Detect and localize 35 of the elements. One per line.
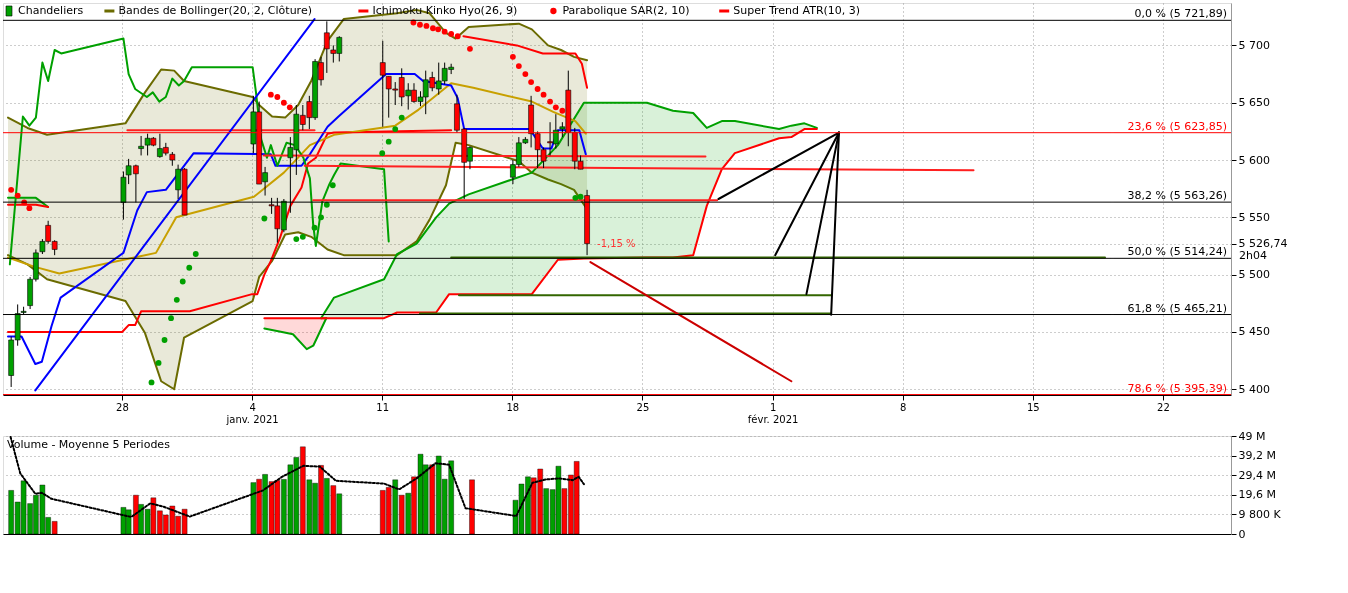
y-tick-label: 0 <box>1238 527 1246 541</box>
annotation: -1,15 % <box>597 237 636 249</box>
y-tick-label: 9 800 K <box>1238 507 1282 521</box>
ref-line-label: 50,0 % (5 514,24) <box>1127 245 1227 259</box>
legend-label: Chandeliers <box>18 4 84 17</box>
x-tick-label: 4 janv. 2021 <box>225 401 279 425</box>
legend-label: Super Trend ATR(10, 3) <box>733 4 861 17</box>
y-tick-label: 5 500 <box>1238 268 1270 282</box>
y-tick-label: 19,6 M <box>1238 488 1276 502</box>
ref-line-label: 38,2 % (5 563,26) <box>1127 189 1227 203</box>
legend-label: Parabolique SAR(2, 10) <box>562 4 690 17</box>
y-tick-label: 5 600 <box>1238 153 1270 167</box>
ref-line-label: 61,8 % (5 465,21) <box>1127 301 1227 315</box>
ref-line-label: 23,6 % (5 623,85) <box>1127 119 1227 133</box>
y-tick-label: 5 700 <box>1238 38 1270 52</box>
x-tick-label: 25 <box>636 401 650 413</box>
x-tick-label: 22 <box>1157 401 1170 413</box>
legend-label: Bandes de Bollinger(20, 2, Clôture) <box>118 4 312 17</box>
y-tick-label: 5 650 <box>1238 96 1270 110</box>
y-tick-label: 29,4 M <box>1238 468 1276 482</box>
x-tick-label: 18 <box>506 401 520 413</box>
x-tick-label: 28 <box>116 401 129 413</box>
y-tick-label: 5 450 <box>1238 325 1270 339</box>
x-tick-label: 15 <box>1026 401 1040 413</box>
y-tick-label: 39,2 M <box>1238 449 1276 463</box>
x-tick-label: 1 févr. 2021 <box>747 401 799 425</box>
x-tick-label: 11 <box>376 401 390 413</box>
ref-line-label: 78,6 % (5 395,39) <box>1127 381 1227 395</box>
ref-line-label: 0,0 % (5 721,89) <box>1134 7 1227 21</box>
y-tick-label: 49 M <box>1238 429 1266 443</box>
text: 2h04 <box>1239 248 1267 262</box>
y-tick-label: 5 400 <box>1238 382 1270 396</box>
y-tick-label: 5 526,74 <box>1238 237 1288 251</box>
y-tick-label: 5 550 <box>1238 210 1270 224</box>
x-tick-label: 8 <box>900 401 907 413</box>
